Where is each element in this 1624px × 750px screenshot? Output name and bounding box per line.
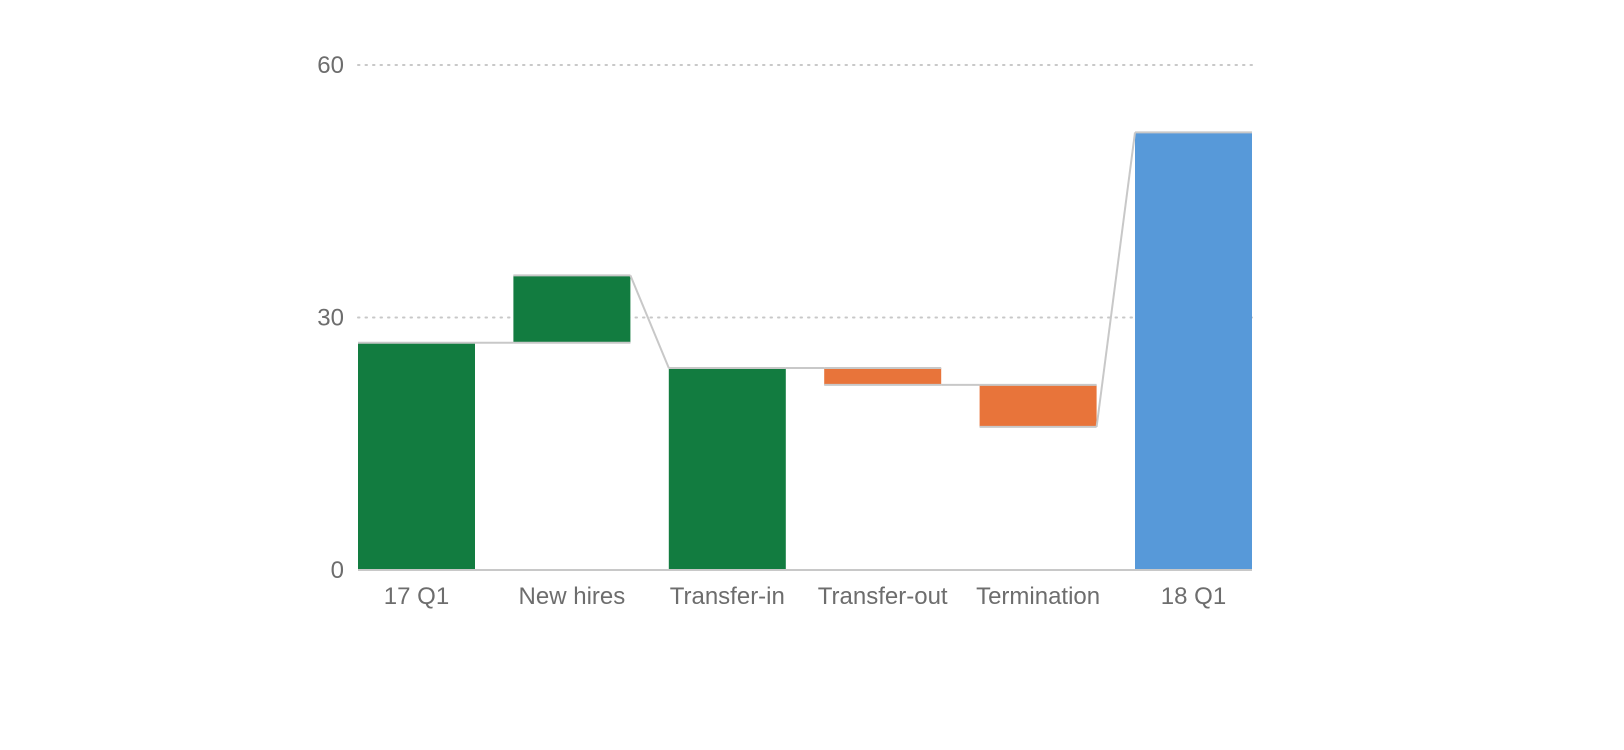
bar-17-q1 — [358, 343, 475, 570]
bar-new-hires — [513, 275, 630, 342]
connector-line — [1097, 132, 1135, 427]
y-tick-label-0: 0 — [331, 557, 344, 584]
x-tick-label-18-q1: 18 Q1 — [1161, 583, 1226, 610]
grid-layer — [358, 65, 1252, 318]
y-tick-label-60: 60 — [317, 52, 344, 79]
bar-transfer-in — [669, 368, 786, 570]
bar-18-q1 — [1135, 132, 1252, 570]
x-tick-label-transfer-out: Transfer-out — [818, 583, 948, 610]
x-tick-label-transfer-in: Transfer-in — [670, 583, 785, 610]
bar-transfer-out — [824, 368, 941, 385]
x-tick-label-new-hires: New hires — [519, 583, 626, 610]
bar-layer — [358, 132, 1252, 570]
x-tick-label-17-q1: 17 Q1 — [384, 583, 449, 610]
x-tick-label-termination: Termination — [976, 583, 1100, 610]
connector-line — [630, 275, 668, 368]
y-tick-label-30: 30 — [317, 305, 344, 332]
connector-layer — [358, 132, 1252, 427]
bar-termination — [980, 385, 1097, 427]
